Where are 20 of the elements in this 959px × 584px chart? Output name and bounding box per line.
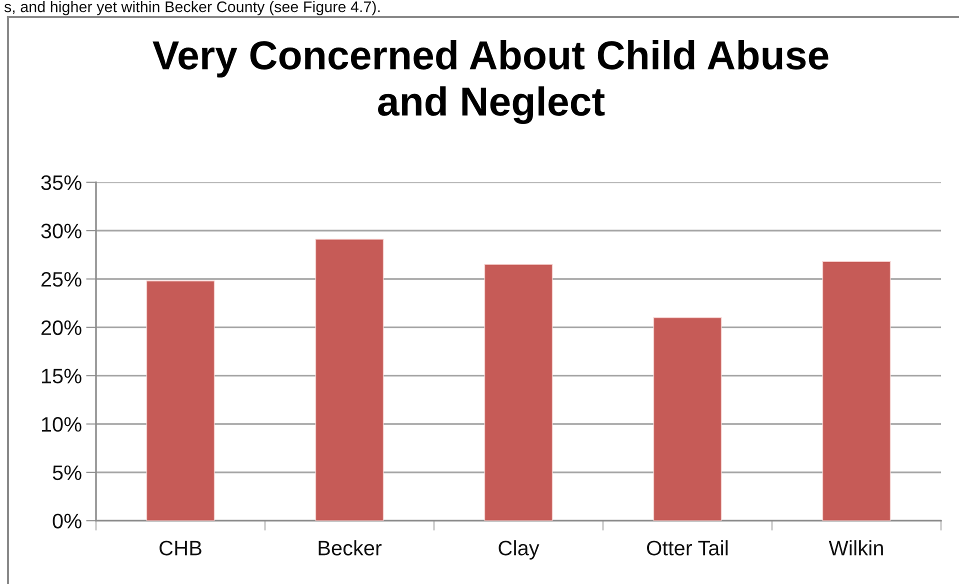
x-tick-label: Clay: [498, 540, 540, 560]
x-tick-label: CHB: [160, 540, 202, 556]
y-tick-label: 10%: [42, 417, 82, 432]
bar: [822, 261, 891, 521]
y-tick-label: 0%: [52, 514, 82, 528]
bar: [484, 264, 553, 521]
chart-title: Very Concerned About Child Abuse and Neglect: [152, 40, 828, 124]
x-tick-label: Becker: [318, 540, 382, 556]
y-tick-label: 15%: [42, 368, 82, 384]
bar: [315, 238, 384, 521]
y-tick-label: 25%: [41, 272, 82, 287]
y-tick-label: 30%: [41, 224, 82, 238]
y-tick-label: 35%: [41, 175, 82, 190]
y-tick-label: 5%: [52, 465, 82, 480]
bar: [653, 317, 722, 521]
text: s, and higher yet within Becker County (see Figure 4.7).: [4, 1, 380, 16]
x-tick-label: Otter Tail: [647, 540, 728, 556]
bar: [146, 280, 215, 521]
y-tick-label: 20%: [41, 320, 82, 336]
x-tick-label: Wilkin: [828, 540, 883, 556]
